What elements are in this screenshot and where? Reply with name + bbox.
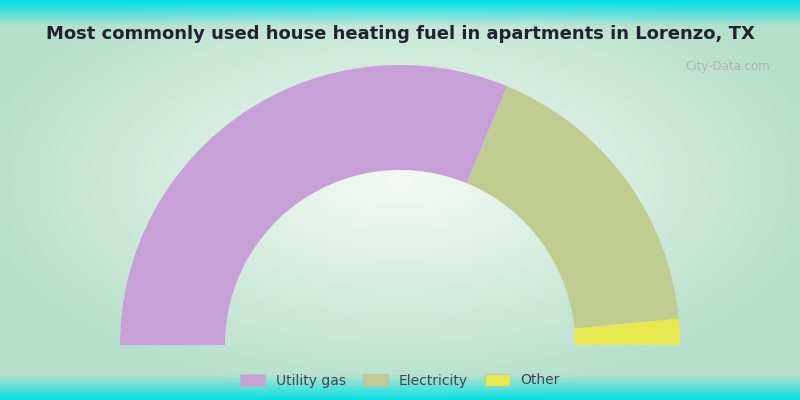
Wedge shape (467, 86, 678, 328)
Text: Most commonly used house heating fuel in apartments in Lorenzo, TX: Most commonly used house heating fuel in… (46, 25, 754, 43)
Wedge shape (574, 319, 680, 345)
Legend: Utility gas, Electricity, Other: Utility gas, Electricity, Other (234, 368, 566, 393)
Wedge shape (120, 65, 507, 345)
Text: City-Data.com: City-Data.com (686, 60, 770, 73)
